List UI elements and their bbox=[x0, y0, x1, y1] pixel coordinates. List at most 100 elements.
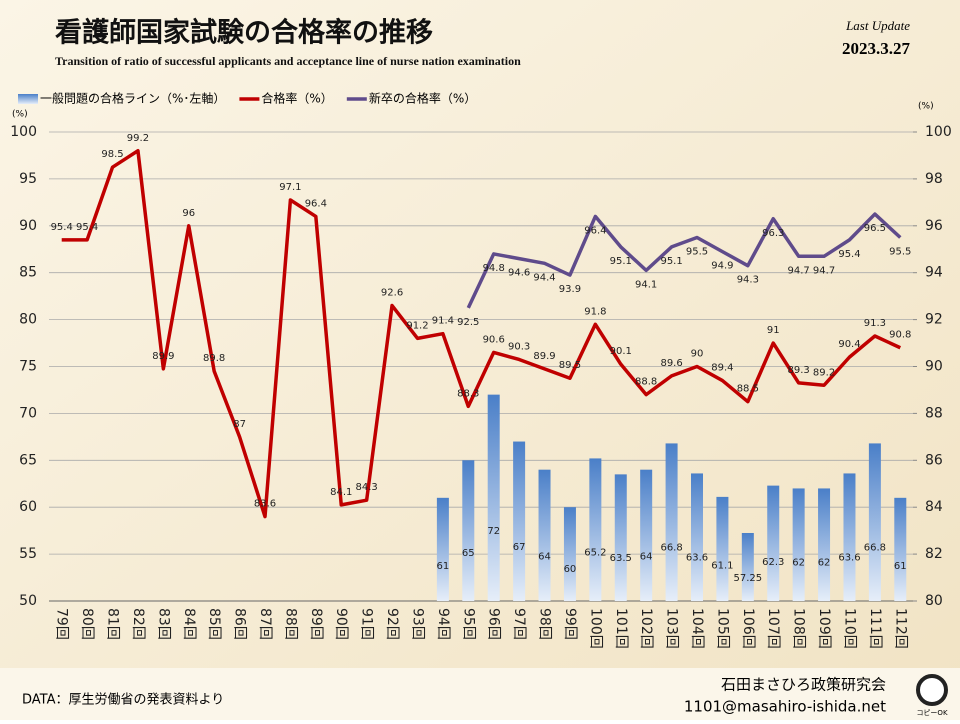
source: DATA：厚生労働省の発表資料より bbox=[22, 693, 224, 708]
bar bbox=[716, 496, 729, 601]
line-value-label: 95.1 bbox=[610, 256, 632, 267]
y-tick-label: 65 bbox=[19, 452, 37, 468]
line-value-label: 94.1 bbox=[635, 279, 657, 290]
x-tick-label: 97回 bbox=[511, 608, 527, 640]
line-value-label: 95.1 bbox=[660, 256, 682, 267]
y-tick-label: 85 bbox=[19, 265, 37, 281]
bar bbox=[462, 460, 475, 601]
line bbox=[61, 149, 902, 519]
update-date: 2023.3.27 bbox=[842, 39, 911, 58]
bar-value-label: 72 bbox=[487, 526, 500, 537]
x-tick-label: 89回 bbox=[308, 608, 324, 640]
bar-value-label: 61.1 bbox=[711, 561, 733, 572]
line-value-label: 89.9 bbox=[152, 351, 174, 362]
bar bbox=[436, 497, 449, 601]
y2-tick-label: 80 bbox=[925, 593, 943, 609]
bar-value-label: 61 bbox=[894, 561, 907, 572]
line-value-label: 91.2 bbox=[406, 320, 428, 331]
line-value-label: 94.4 bbox=[533, 272, 555, 283]
bar-value-label: 62.3 bbox=[762, 557, 784, 568]
line-value-label: 95.5 bbox=[686, 247, 708, 258]
bar-value-label: 63.6 bbox=[686, 553, 708, 564]
logo-text: コピーOK bbox=[916, 709, 948, 717]
bar bbox=[818, 488, 831, 601]
logo-icon bbox=[916, 674, 948, 706]
x-tick-label: 98回 bbox=[537, 608, 553, 640]
x-tick-label: 101回 bbox=[613, 608, 629, 649]
line-value-label: 89.2 bbox=[813, 367, 835, 378]
x-tick-label: 103回 bbox=[664, 608, 680, 649]
x-tick-label: 107回 bbox=[765, 608, 781, 649]
x-tick-label: 109回 bbox=[816, 608, 832, 649]
bar-value-label: 64 bbox=[640, 551, 653, 562]
y2-tick-label: 94 bbox=[925, 265, 943, 281]
y2-tick-label: 82 bbox=[925, 546, 943, 562]
line-value-label: 94.9 bbox=[711, 261, 733, 272]
bar bbox=[487, 394, 500, 601]
line-value-label: 83.6 bbox=[254, 499, 276, 510]
line-value-label: 91.4 bbox=[432, 316, 454, 327]
line-value-label: 88.3 bbox=[457, 388, 479, 399]
subtitle: Transition of ratio of successful applic… bbox=[55, 54, 521, 68]
bar-value-label: 57.25 bbox=[734, 573, 763, 584]
bar-value-label: 65.2 bbox=[584, 548, 606, 559]
bar bbox=[640, 469, 653, 601]
x-tick-label: 92回 bbox=[384, 608, 400, 640]
x-tick-label: 108回 bbox=[791, 608, 807, 649]
bar-value-label: 62 bbox=[818, 558, 831, 569]
line-value-label: 94.3 bbox=[737, 275, 759, 286]
x-tick-label: 87回 bbox=[257, 608, 273, 640]
line-value-label: 89.8 bbox=[203, 353, 225, 364]
bar bbox=[894, 497, 907, 601]
title: 看護師国家試験の合格率の推移 bbox=[55, 17, 433, 49]
line-value-label: 97.1 bbox=[279, 182, 301, 193]
x-tick-label: 110回 bbox=[841, 608, 857, 649]
email: 1101@masahiro-ishida.net bbox=[684, 698, 886, 716]
y-tick-label: 55 bbox=[19, 546, 37, 562]
legend-label: 合格率（%） bbox=[261, 91, 332, 106]
x-tick-label: 85回 bbox=[206, 608, 222, 640]
line bbox=[466, 212, 902, 309]
bar bbox=[741, 532, 754, 601]
line-value-label: 94.7 bbox=[788, 265, 810, 276]
bar bbox=[614, 474, 627, 601]
y2-tick-label: 100 bbox=[925, 124, 952, 140]
x-tick-label: 88回 bbox=[282, 608, 298, 640]
line-value-label: 88.8 bbox=[635, 377, 657, 388]
y2-tick-label: 88 bbox=[925, 405, 943, 421]
bar-value-label: 64 bbox=[538, 551, 551, 562]
line-value-label: 90 bbox=[691, 349, 704, 360]
line-value-label: 84.3 bbox=[356, 482, 378, 493]
x-tick-label: 83回 bbox=[155, 608, 171, 640]
x-tick-label: 82回 bbox=[130, 608, 146, 640]
line-value-label: 94.7 bbox=[813, 265, 835, 276]
line-value-label: 95.4 bbox=[838, 249, 860, 260]
line-value-label: 91.3 bbox=[864, 318, 886, 329]
bar-value-label: 65 bbox=[462, 548, 475, 559]
x-tick-label: 100回 bbox=[587, 608, 603, 649]
y2-unit: (%) bbox=[918, 102, 934, 112]
bar-value-label: 62 bbox=[792, 558, 805, 569]
line-value-label: 91 bbox=[767, 325, 780, 336]
y-tick-label: 100 bbox=[10, 124, 37, 140]
x-tick-label: 106回 bbox=[740, 608, 756, 649]
line-value-label: 90.3 bbox=[508, 341, 530, 352]
y-tick-label: 50 bbox=[19, 593, 37, 609]
x-tick-label: 96回 bbox=[486, 608, 502, 640]
x-tick-label: 99回 bbox=[562, 608, 578, 640]
x-tick-label: 86回 bbox=[232, 608, 248, 640]
line-value-label: 91.8 bbox=[584, 306, 606, 317]
y-tick-label: 90 bbox=[19, 218, 37, 234]
bar bbox=[513, 441, 526, 601]
bar-value-label: 66.8 bbox=[660, 542, 682, 553]
line-value-label: 89.9 bbox=[533, 351, 555, 362]
x-tick-label: 81回 bbox=[105, 608, 121, 640]
line-value-label: 94.6 bbox=[508, 268, 530, 279]
line-value-label: 96.3 bbox=[762, 228, 784, 239]
update-label: Last Update bbox=[845, 18, 910, 33]
y-unit: (%) bbox=[12, 110, 28, 120]
x-tick-label: 112回 bbox=[892, 608, 908, 649]
y2-tick-label: 84 bbox=[925, 499, 943, 515]
x-tick-label: 111回 bbox=[867, 608, 883, 649]
